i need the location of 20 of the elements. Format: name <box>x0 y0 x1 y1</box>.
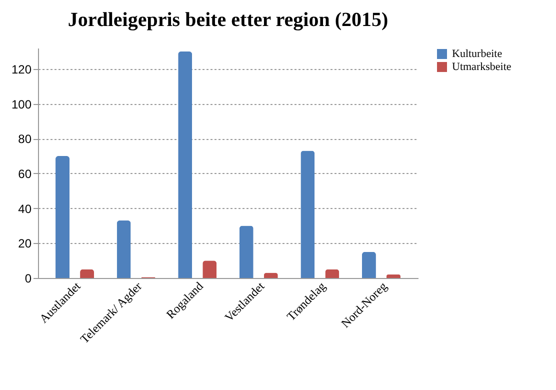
y-tick-label: 20 <box>18 236 32 251</box>
chart-title: Jordleigepris beite etter region (2015) <box>68 9 388 31</box>
legend-label: Utmarksbeite <box>452 61 512 73</box>
bar <box>116 220 131 278</box>
bar <box>239 226 254 278</box>
y-tick-label: 100 <box>11 97 32 112</box>
bar <box>56 156 70 278</box>
bar <box>202 260 217 278</box>
y-tick-label: 0 <box>24 272 32 286</box>
bar <box>386 274 400 278</box>
legend-label: Kulturbeite <box>452 48 502 60</box>
bar <box>300 150 315 278</box>
y-tick-label: 80 <box>18 132 32 146</box>
y-tick-label: 40 <box>18 202 32 216</box>
bar <box>362 252 376 278</box>
y-tick-label: 60 <box>18 166 32 181</box>
bar <box>178 51 192 278</box>
bar <box>325 269 340 278</box>
bar <box>80 269 94 278</box>
y-tick-label: 120 <box>11 62 32 76</box>
